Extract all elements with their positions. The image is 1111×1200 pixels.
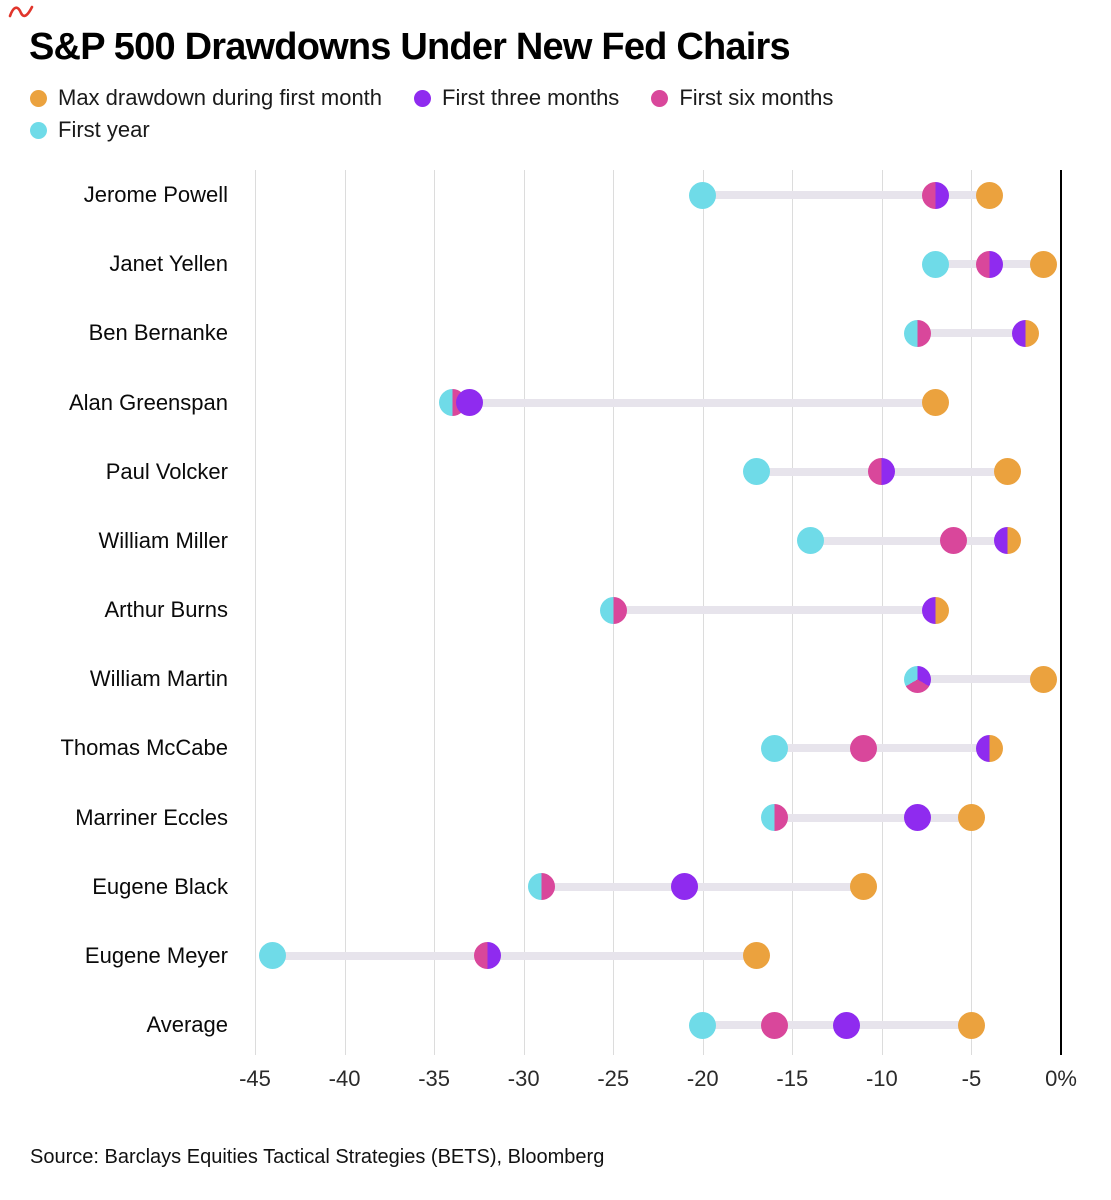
dot-first_year bbox=[259, 942, 287, 970]
legend-dot-first_year-icon bbox=[30, 121, 47, 139]
dot-six_months-first_year bbox=[528, 873, 556, 901]
gridline bbox=[434, 170, 436, 1055]
legend-dot-six_months-icon bbox=[651, 89, 669, 107]
dot-three_months bbox=[671, 873, 699, 901]
dot-first_month-three_months bbox=[975, 734, 1003, 762]
legend-item-six_months: First six months bbox=[651, 85, 833, 111]
legend-label-three_months: First three months bbox=[442, 85, 620, 110]
range-track bbox=[613, 606, 936, 615]
corner-scribble-mark bbox=[8, 5, 34, 18]
x-axis-tick-label: -25 bbox=[597, 1066, 630, 1091]
dot-three_months-six_months bbox=[868, 458, 896, 486]
row-label: Average bbox=[146, 1012, 228, 1038]
dot-first_month bbox=[957, 804, 985, 832]
dot-first_month-three_months bbox=[922, 596, 950, 624]
dot-three_months-six_months bbox=[975, 250, 1003, 278]
legend-row-2: First year bbox=[30, 114, 1090, 146]
range-track bbox=[452, 398, 936, 407]
dot-first_month bbox=[922, 389, 950, 416]
dot-first_month bbox=[1029, 250, 1057, 278]
gridline bbox=[344, 170, 346, 1055]
x-axis-tick-label: -5 bbox=[961, 1066, 982, 1091]
dot-first_month bbox=[1029, 665, 1057, 693]
row-label: William Martin bbox=[89, 666, 228, 692]
dot-first_month-three_months bbox=[993, 527, 1021, 555]
dot-first_year bbox=[922, 250, 950, 278]
x-axis-tick-label: -35 bbox=[418, 1066, 451, 1091]
x-axis-tick-label: -10 bbox=[865, 1066, 898, 1091]
x-axis-tick-label: -40 bbox=[328, 1066, 361, 1091]
dot-three_months bbox=[904, 804, 932, 832]
row-label: Eugene Meyer bbox=[84, 942, 228, 968]
gridline bbox=[971, 170, 973, 1055]
legend-row-1: Max drawdown during first month First thr… bbox=[30, 82, 1090, 114]
dot-first_month bbox=[957, 1011, 985, 1039]
dot-three_months bbox=[832, 1011, 860, 1039]
gridline bbox=[523, 170, 525, 1055]
legend-label-six_months: First six months bbox=[679, 85, 834, 110]
x-axis-tick-label: -45 bbox=[239, 1066, 271, 1091]
legend-dot-three_months-icon bbox=[414, 89, 432, 107]
range-track bbox=[774, 813, 972, 822]
dot-six_months bbox=[940, 527, 968, 555]
row-label: Ben Bernanke bbox=[88, 320, 228, 346]
dot-first_year bbox=[689, 181, 717, 209]
row-label: Marriner Eccles bbox=[75, 804, 228, 830]
range-track bbox=[774, 744, 990, 753]
dot-first_month bbox=[975, 181, 1003, 209]
range-track bbox=[917, 675, 1044, 684]
chart-title: S&P 500 Drawdowns Under New Fed Chairs bbox=[29, 26, 791, 68]
legend-item-first_month: Max drawdown during first month bbox=[30, 85, 382, 111]
legend-item-three_months: First three months bbox=[414, 85, 619, 111]
x-axis-tick-label: 0% bbox=[1045, 1066, 1077, 1091]
legend-dot-first_month-icon bbox=[30, 89, 47, 107]
gridline bbox=[255, 170, 256, 1055]
dot-six_months-first_year bbox=[599, 596, 627, 624]
row-label: Eugene Black bbox=[92, 873, 228, 899]
range-track bbox=[541, 882, 864, 891]
range-track bbox=[702, 191, 990, 199]
dot-three_months-six_months bbox=[474, 942, 502, 970]
x-axis-tick-label: -15 bbox=[776, 1066, 809, 1091]
range-track bbox=[272, 951, 757, 960]
legend-item-first_year: First year bbox=[30, 117, 150, 143]
x-axis-tick-label: -20 bbox=[686, 1066, 719, 1091]
legend: Max drawdown during first month First thr… bbox=[30, 82, 1090, 146]
zero-axis-line bbox=[1060, 170, 1062, 1055]
dot-three_months-six_months bbox=[922, 181, 950, 209]
dot-six_months bbox=[850, 734, 878, 762]
dot-first_year bbox=[743, 458, 770, 486]
dot-six_months-first_year bbox=[904, 319, 932, 347]
row-label: William Miller bbox=[98, 527, 228, 553]
dot-first_month-three_months bbox=[1011, 319, 1039, 347]
row-label: Alan Greenspan bbox=[69, 389, 228, 415]
row-label: Paul Volcker bbox=[105, 458, 228, 484]
row-label: Arthur Burns bbox=[104, 597, 229, 623]
dot-first_year bbox=[796, 527, 824, 555]
x-axis-tick-label: -30 bbox=[507, 1066, 540, 1091]
dot-first_month bbox=[743, 942, 770, 970]
source-credit: Source: Barclays Equities Tactical Strat… bbox=[30, 1146, 605, 1168]
dot-first_year bbox=[760, 734, 788, 762]
row-label: Thomas McCabe bbox=[60, 735, 228, 761]
dot-six_months-first_year bbox=[760, 804, 788, 832]
dot-first_month bbox=[993, 458, 1021, 486]
row-label: Jerome Powell bbox=[83, 182, 228, 207]
legend-label-first_year: First year bbox=[58, 117, 150, 142]
dot-three_months-six_months-first_year bbox=[904, 665, 932, 693]
row-label: Janet Yellen bbox=[109, 251, 228, 277]
dot-six_months bbox=[760, 1011, 788, 1039]
legend-label-first_month: Max drawdown during first month bbox=[58, 85, 383, 110]
range-track bbox=[917, 329, 1026, 338]
range-track bbox=[810, 536, 1008, 545]
dot-first_month bbox=[850, 873, 878, 901]
dot-three_months bbox=[456, 389, 484, 416]
dot-first_year bbox=[689, 1011, 717, 1039]
